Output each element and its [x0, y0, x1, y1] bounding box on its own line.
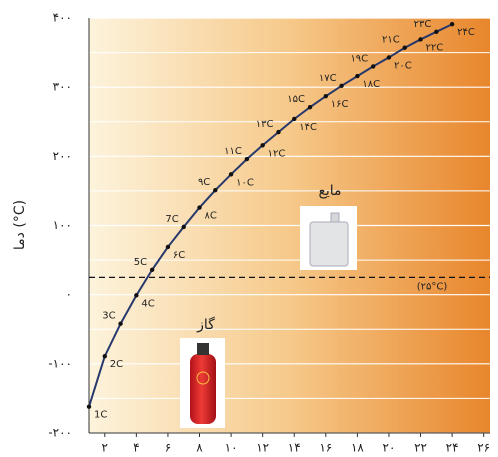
- point-label: ۲۲C: [426, 42, 444, 53]
- data-point: [307, 105, 313, 110]
- x-tick-label: ۲۲: [414, 441, 427, 455]
- data-point: [165, 244, 171, 250]
- point-label: ۲۳C: [414, 19, 432, 30]
- x-tick-label: ۲۶: [477, 441, 490, 455]
- x-tick-label: ۱۸: [351, 441, 364, 455]
- point-label: ۱۸C: [362, 79, 380, 90]
- data-point: [339, 83, 344, 88]
- point-label: 7C: [165, 214, 178, 225]
- data-point: [197, 205, 202, 210]
- point-label: 5C: [134, 257, 147, 268]
- point-label: 2C: [110, 359, 123, 370]
- point-label: ۱۶C: [331, 99, 349, 110]
- point-label: ۱۰C: [236, 177, 254, 188]
- point-label: ۶C: [173, 250, 185, 261]
- point-label: ۱۱C: [224, 146, 242, 157]
- y-tick-label: ۱۰۰: [53, 218, 72, 232]
- point-label: ۹C: [198, 177, 210, 188]
- y-tick-label: ۰: [66, 287, 72, 301]
- data-point: [260, 143, 265, 148]
- data-point: [118, 321, 123, 326]
- point-label: ۱۷C: [319, 73, 337, 84]
- x-tick-label: ۴: [133, 441, 139, 455]
- point-label: ۱۲C: [268, 148, 286, 159]
- data-point: [149, 267, 155, 272]
- y-tick-label: ۴۰۰: [53, 11, 72, 25]
- data-point: [228, 172, 234, 177]
- y-tick-label: -۲۰۰: [48, 426, 72, 440]
- point-label: ۸C: [205, 211, 217, 222]
- x-tick-label: ۲۰: [383, 441, 396, 455]
- data-line: [88, 23, 453, 408]
- point-label: ۱۹C: [350, 53, 368, 64]
- liquid-label: مایع: [318, 183, 341, 199]
- data-point: [86, 404, 92, 409]
- data-point: [134, 293, 139, 298]
- point-label: 3C: [102, 311, 115, 322]
- data-point: [434, 29, 439, 35]
- x-tick-label: ۶: [165, 441, 171, 455]
- point-label: 1C: [94, 410, 107, 421]
- point-label: ۱۳C: [256, 119, 274, 130]
- x-tick-label: ۲: [102, 441, 108, 455]
- data-point: [213, 188, 218, 193]
- x-tick-label: ۱۴: [288, 441, 301, 455]
- liquid-image: [300, 206, 357, 270]
- point-label: ۱۵C: [287, 94, 305, 105]
- y-tick-label: ۲۰۰: [53, 149, 72, 163]
- data-point: [292, 116, 297, 122]
- x-tick-label: ۱۰: [225, 441, 238, 455]
- data-point: [386, 55, 392, 60]
- data-point: [418, 37, 423, 42]
- reference-label: (۲۵°C): [417, 281, 448, 292]
- data-point: [181, 224, 186, 230]
- data-point: [323, 93, 329, 99]
- x-tick-label: ۲۴: [446, 441, 459, 455]
- data-point: [276, 129, 281, 135]
- data-point: [449, 22, 455, 27]
- y-axis-title: دما (°C): [12, 200, 28, 250]
- point-label: ۲۱C: [382, 35, 400, 46]
- gas-label: گاز: [196, 316, 215, 333]
- point-label: ۲۴C: [457, 27, 475, 38]
- point-label: 4C: [141, 298, 154, 309]
- point-label: ۱۴C: [299, 122, 317, 133]
- gas-image: [180, 338, 225, 428]
- data-point: [102, 354, 107, 359]
- data-point: [402, 45, 407, 50]
- y-tick-label: ۳۰۰: [53, 80, 72, 94]
- x-tick-label: ۱۶: [319, 441, 332, 455]
- point-label: ۲۰C: [394, 60, 412, 71]
- data-point: [370, 64, 376, 69]
- x-tick-label: ۱۲: [256, 441, 269, 455]
- x-tick-label: ۸: [196, 441, 203, 455]
- data-point: [244, 156, 250, 162]
- data-point: [355, 73, 360, 79]
- y-tick-label: -۱۰۰: [48, 356, 72, 370]
